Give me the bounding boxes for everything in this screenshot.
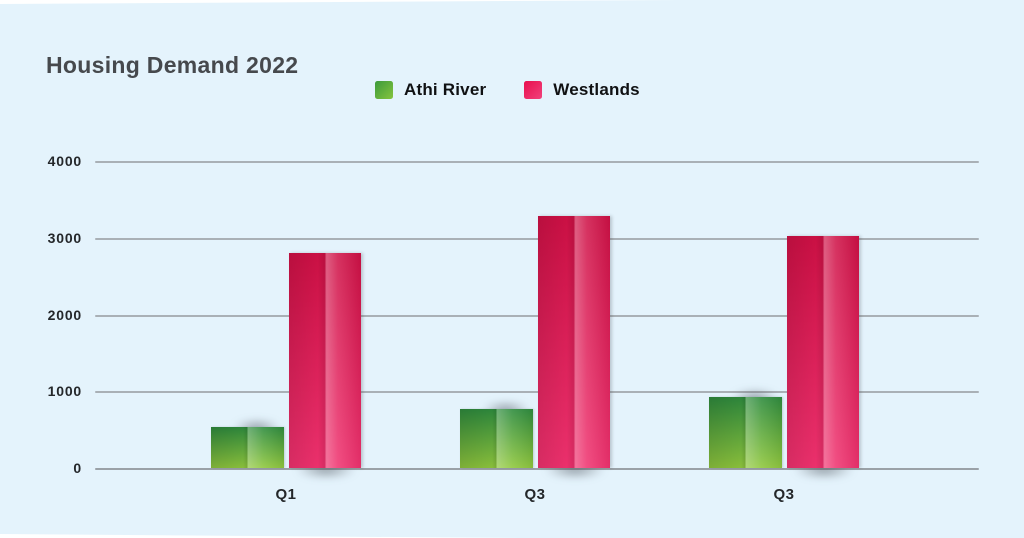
legend-swatch-westlands [524,81,543,99]
bar-athi-river [211,427,284,468]
gridline [95,237,979,240]
y-axis-tick-label: 4000 [47,153,82,169]
y-axis-tick-label: 3000 [47,229,82,246]
bar-athi-river [709,397,782,468]
legend-swatch-athi-river [375,81,393,99]
legend-item-athi-river: Athi River [375,80,486,100]
y-axis-tick-label: 0 [73,460,82,476]
gridline [95,468,979,470]
x-axis-category-label: Q3 [773,486,795,503]
gridline [95,161,979,163]
x-axis-category-label: Q1 [275,486,297,503]
bar-westlands [538,216,610,468]
legend-label: Westlands [553,80,640,99]
legend-item-westlands: Westlands [524,80,640,100]
y-axis-tick-label: 2000 [47,306,82,323]
legend-label: Athi River [404,80,487,99]
card-edge-bottom [0,534,520,538]
bar-athi-river [460,409,533,468]
page-title: Housing Demand 2022 [46,52,299,78]
gridline [95,314,979,317]
bar-westlands [289,253,361,468]
y-axis-tick-label: 1000 [47,383,82,400]
legend: Athi River Westlands [375,80,640,100]
gridline [95,391,979,394]
bar-westlands [787,236,859,468]
x-axis-category-label: Q3 [524,486,546,503]
card-edge-top [0,0,680,4]
